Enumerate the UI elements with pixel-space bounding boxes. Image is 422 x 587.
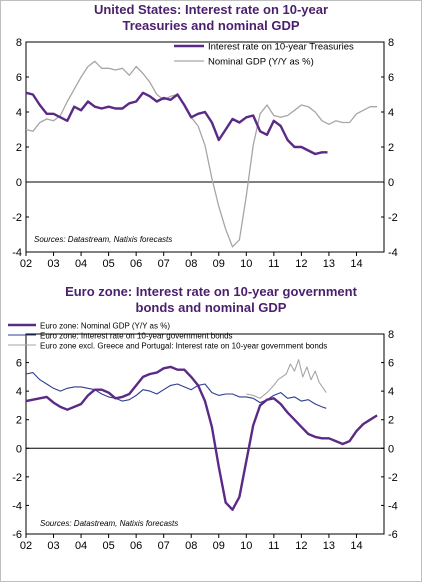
legend-entry-label: Euro zone: Interest rate on 10-year gove…	[40, 332, 233, 341]
x-tick-label: 12	[295, 540, 307, 552]
y-tick-right-label: 8	[388, 329, 394, 341]
x-tick-label: 12	[295, 258, 307, 270]
y-tick-right-label: 6	[388, 72, 394, 84]
y-tick-right-label: 6	[388, 358, 394, 370]
chart-1-legend: Interest rate on 10-year Treasuries Nomin…	[174, 42, 354, 68]
y-tick-right-label: 0	[388, 177, 394, 189]
x-tick-label: 09	[213, 540, 225, 552]
y-tick-right-label: -6	[388, 529, 398, 541]
series-line-1	[25, 365, 378, 511]
y-tick-right-label: 8	[388, 37, 394, 49]
y-tick-left-label: 6	[16, 72, 22, 84]
chart-1-title-line-2: Treasuries and nominal GDP	[123, 18, 300, 33]
y-tick-left-label: -4	[12, 247, 22, 259]
y-tick-right-label: 4	[388, 386, 394, 398]
y-tick-right-label: 2	[388, 142, 394, 154]
y-tick-left-label: -6	[12, 529, 22, 541]
y-tick-left-label: 6	[16, 358, 22, 370]
y-tick-left-label: -4	[12, 500, 22, 512]
y-tick-right-label: -4	[388, 500, 398, 512]
x-tick-label: 13	[323, 540, 335, 552]
y-tick-left-label: 4	[16, 386, 22, 398]
series-line-1	[25, 91, 328, 156]
x-tick-label: 11	[268, 258, 279, 270]
y-tick-left-label: 0	[16, 177, 22, 189]
chart-1-title-line-1: United States: Interest rate on 10-year	[94, 2, 328, 17]
y-tick-left-label: 4	[16, 107, 22, 119]
x-tick-label: 04	[75, 540, 87, 552]
x-tick-label: 13	[323, 258, 335, 270]
legend-entry-label: Interest rate on 10-year Treasuries	[208, 42, 354, 53]
x-tick-label: 10	[240, 540, 252, 552]
x-tick-label: 05	[102, 540, 114, 552]
chart-2-legend: Euro zone: Nominal GDP (Y/Y as %)Euro zo…	[8, 322, 327, 351]
y-tick-left-label: -2	[12, 472, 22, 484]
x-tick-label: 14	[350, 540, 362, 552]
x-tick-label: 10	[240, 258, 252, 270]
x-tick-label: 11	[268, 540, 279, 552]
y-tick-left-label: 8	[16, 37, 22, 49]
y-tick-right-label: 2	[388, 415, 394, 427]
chart-2-frame	[25, 333, 385, 535]
x-tick-label: 03	[47, 540, 59, 552]
x-tick-label: 07	[158, 540, 170, 552]
x-tick-label: 08	[185, 540, 197, 552]
series-line-2	[25, 372, 327, 409]
x-tick-label: 02	[20, 540, 32, 552]
y-tick-right-label: 0	[388, 443, 394, 455]
x-tick-label: 06	[130, 258, 142, 270]
y-tick-left-label: 2	[16, 415, 22, 427]
legend-entry-label: Nominal GDP (Y/Y as %)	[208, 57, 314, 68]
chart-2-source-note: Sources: Datastream, Natixis forecasts	[40, 519, 178, 528]
x-tick-label: 06	[130, 540, 142, 552]
x-tick-label: 04	[75, 258, 87, 270]
y-tick-right-label: -2	[388, 212, 398, 224]
y-tick-left-label: 0	[16, 443, 22, 455]
y-tick-left-label: -2	[12, 212, 22, 224]
x-tick-label: 14	[350, 258, 362, 270]
legend-entry-label: Euro zone: Nominal GDP (Y/Y as %)	[40, 322, 170, 331]
series-line-3	[246, 359, 327, 399]
x-tick-label: 05	[102, 258, 114, 270]
x-tick-label: 07	[158, 258, 170, 270]
x-tick-label: 09	[213, 258, 225, 270]
chart-1-source-note: Sources: Datastream, Natixis forecasts	[34, 235, 172, 244]
y-tick-right-label: 4	[388, 107, 394, 119]
x-tick-label: 03	[47, 258, 59, 270]
chart-2-title-line-2: bonds and nominal GDP	[136, 300, 287, 315]
y-tick-right-label: -4	[388, 247, 398, 259]
x-tick-label: 02	[20, 258, 32, 270]
x-tick-label: 08	[185, 258, 197, 270]
series-line-2	[25, 60, 378, 248]
y-tick-left-label: 2	[16, 142, 22, 154]
y-tick-right-label: -2	[388, 472, 398, 484]
chart-2-title-line-1: Euro zone: Interest rate on 10-year gove…	[65, 284, 358, 299]
legend-entry-label: Euro zone excl. Greece and Portugal: Int…	[40, 342, 327, 351]
